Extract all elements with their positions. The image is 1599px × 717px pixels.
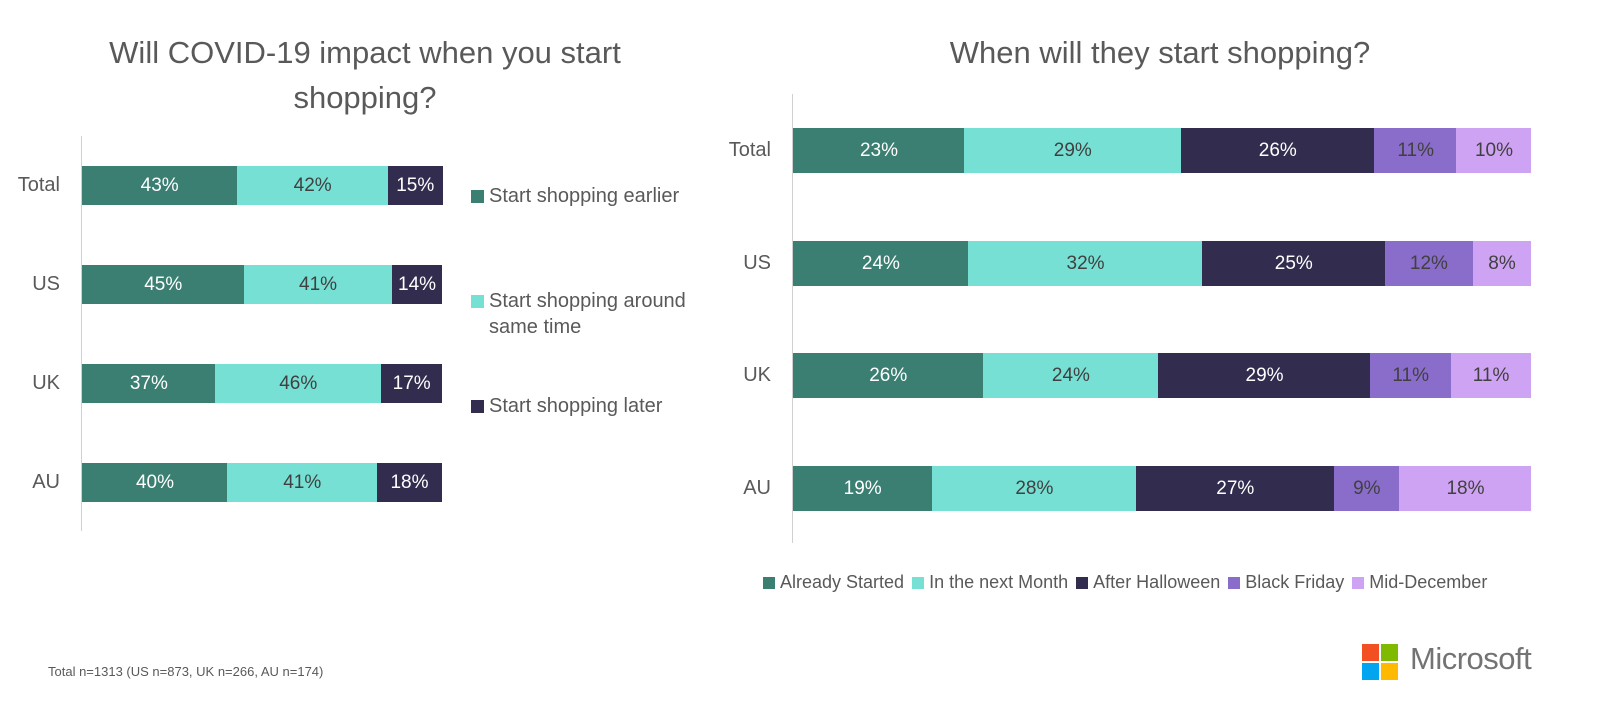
left-chart-title: Will COVID-19 impact when you start shop… (109, 35, 621, 115)
legend-item: After Halloween (1076, 572, 1220, 593)
bar-segment: 27% (1136, 466, 1335, 511)
legend-label: In the next Month (929, 572, 1069, 592)
legend-label: After Halloween (1093, 572, 1221, 592)
category-axis-line (792, 94, 793, 543)
category-label: UK (743, 363, 771, 386)
bar-segment: 26% (1180, 128, 1375, 173)
legend-label: Black Friday (1245, 572, 1345, 592)
bar-segment: 24% (982, 353, 1159, 398)
category-label: UK (32, 371, 60, 394)
bar-segment: 15% (388, 166, 443, 205)
legend-label: Mid-December (1369, 572, 1488, 592)
sample-size-footnote: Total n=1313 (US n=873, UK n=266, AU n=1… (48, 664, 324, 679)
bar-segment: 28% (931, 466, 1137, 511)
category-label: Total (728, 138, 771, 161)
category-label: US (32, 272, 60, 295)
legend-item: Black Friday (1228, 572, 1344, 593)
legend-label: Already Started (780, 572, 905, 592)
bar-segment: 25% (1202, 241, 1386, 286)
bar-segment: 29% (964, 128, 1182, 173)
bar-segment: 11% (1450, 353, 1532, 398)
category-label: AU (743, 476, 771, 499)
category-label: Total (17, 173, 60, 196)
bar-segment: 26% (793, 353, 984, 398)
logo-square-yellow (1381, 663, 1398, 680)
legend-swatch (471, 400, 484, 413)
bar-segment: 29% (1158, 353, 1371, 398)
logo-square-red (1362, 644, 1379, 661)
microsoft-logo: Microsoft (1362, 641, 1542, 684)
legend-swatch (1352, 576, 1365, 589)
bar-segment: 9% (1333, 466, 1400, 511)
legend-swatch (1076, 576, 1089, 589)
logo-square-blue (1362, 663, 1379, 680)
bar-segment: 23% (793, 128, 965, 173)
bar-segment: 24% (793, 241, 969, 286)
category-label: AU (32, 470, 60, 493)
bar-segment: 18% (1399, 466, 1532, 511)
legend-label: Start shopping later (489, 395, 663, 417)
bar-segment: 10% (1456, 128, 1532, 173)
bar-segment: 41% (227, 463, 378, 502)
right-chart-title: When will they start shopping? (949, 35, 1371, 70)
bar-segment: 37% (82, 364, 216, 403)
bar-segment: 17% (380, 364, 443, 403)
legend-swatch (471, 190, 484, 203)
legend-item: Already Started (763, 572, 904, 593)
bar-segment: 43% (82, 166, 238, 205)
category-label: US (743, 251, 771, 274)
bar-segment: 8% (1472, 241, 1532, 286)
legend-swatch (763, 576, 775, 589)
legend-swatch (912, 576, 925, 589)
bar-segment: 14% (391, 265, 443, 304)
legend-item: Mid-December (1352, 572, 1487, 593)
bar-segment: 32% (968, 241, 1203, 286)
bar-segment: 40% (82, 463, 228, 502)
bar-segment: 11% (1374, 128, 1457, 173)
bar-segment: 19% (793, 466, 933, 511)
bar-segment: 41% (244, 265, 393, 304)
legend-label: Start shopping earlier (489, 185, 680, 207)
bar-segment: 12% (1384, 241, 1474, 286)
bar-segment: 46% (215, 364, 382, 403)
brand-name: Microsoft (1410, 641, 1532, 676)
bar-segment: 42% (236, 166, 389, 205)
bar-segment: 18% (376, 463, 443, 502)
bar-segment: 11% (1370, 353, 1452, 398)
right-chart-legend: Already Started In the next Month After Ha… (763, 572, 1563, 593)
logo-square-green (1381, 644, 1398, 661)
legend-swatch (1228, 576, 1241, 589)
legend-label: Start shopping around same time (489, 290, 686, 338)
legend-item: In the next Month (912, 572, 1068, 593)
category-axis-line (81, 136, 82, 531)
bar-segment: 45% (82, 265, 245, 304)
legend-swatch (471, 295, 484, 308)
